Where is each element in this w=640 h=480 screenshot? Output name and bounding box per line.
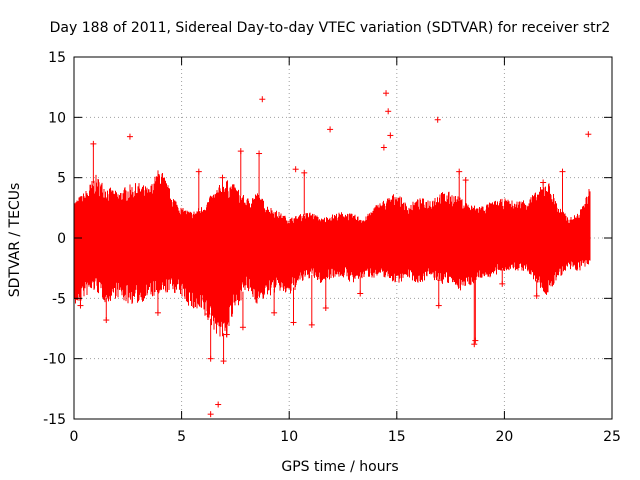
data-point bbox=[219, 174, 226, 187]
data-point bbox=[540, 179, 547, 189]
data-point bbox=[434, 116, 441, 123]
data-point bbox=[533, 280, 540, 299]
y-tick-label: 10 bbox=[48, 110, 66, 126]
x-tick-label: 25 bbox=[603, 429, 621, 445]
data-point bbox=[387, 132, 394, 139]
y-tick-label: -10 bbox=[43, 352, 66, 368]
data-point bbox=[585, 131, 592, 138]
data-point bbox=[204, 311, 211, 318]
data-point bbox=[154, 292, 161, 316]
data-point bbox=[499, 269, 506, 287]
x-tick-label: 15 bbox=[388, 429, 406, 445]
data-point bbox=[385, 108, 392, 115]
data-band bbox=[73, 170, 591, 337]
data-layer bbox=[73, 90, 592, 418]
data-point bbox=[259, 96, 266, 103]
data-point bbox=[271, 288, 278, 316]
data-point bbox=[380, 144, 387, 151]
data-point bbox=[559, 168, 566, 213]
x-tick-label: 20 bbox=[495, 429, 513, 445]
y-axis-label: SDTVAR / TECUs bbox=[7, 183, 23, 298]
data-point bbox=[308, 274, 315, 328]
data-point bbox=[471, 279, 478, 348]
y-tick-label: 0 bbox=[57, 231, 66, 247]
data-point bbox=[103, 298, 110, 324]
data-point bbox=[327, 126, 334, 133]
y-tick-label: -5 bbox=[52, 291, 66, 307]
data-point bbox=[90, 140, 97, 184]
data-point bbox=[239, 291, 246, 331]
y-tick-label: 15 bbox=[48, 50, 66, 66]
data-point bbox=[237, 148, 244, 196]
data-point bbox=[220, 333, 227, 365]
data-point bbox=[292, 166, 299, 173]
data-point bbox=[223, 328, 230, 338]
data-point bbox=[456, 168, 463, 201]
data-point bbox=[322, 277, 329, 311]
tick-labels: 0 5 10 15 20 25 -15 -10 -5 0 5 10 15 bbox=[43, 50, 621, 445]
data-point bbox=[472, 278, 479, 344]
y-tick-label: 5 bbox=[57, 171, 66, 187]
data-point bbox=[383, 90, 390, 97]
x-axis-label: GPS time / hours bbox=[281, 459, 398, 475]
data-point bbox=[435, 279, 442, 309]
data-point bbox=[126, 133, 133, 140]
data-point bbox=[215, 401, 222, 408]
x-tick-label: 10 bbox=[280, 429, 298, 445]
data-point bbox=[462, 177, 469, 205]
data-point bbox=[195, 168, 202, 211]
data-point bbox=[256, 150, 263, 199]
chart-title: Day 188 of 2011, Sidereal Day-to-day VTE… bbox=[50, 20, 611, 36]
axis-ticks bbox=[73, 56, 613, 420]
x-tick-label: 0 bbox=[70, 429, 79, 445]
data-point bbox=[207, 411, 214, 418]
data-point bbox=[290, 287, 297, 326]
data-point bbox=[357, 276, 364, 297]
data-point bbox=[301, 169, 308, 216]
data-point bbox=[207, 318, 214, 362]
y-tick-label: -15 bbox=[43, 412, 66, 428]
x-tick-label: 5 bbox=[177, 429, 186, 445]
